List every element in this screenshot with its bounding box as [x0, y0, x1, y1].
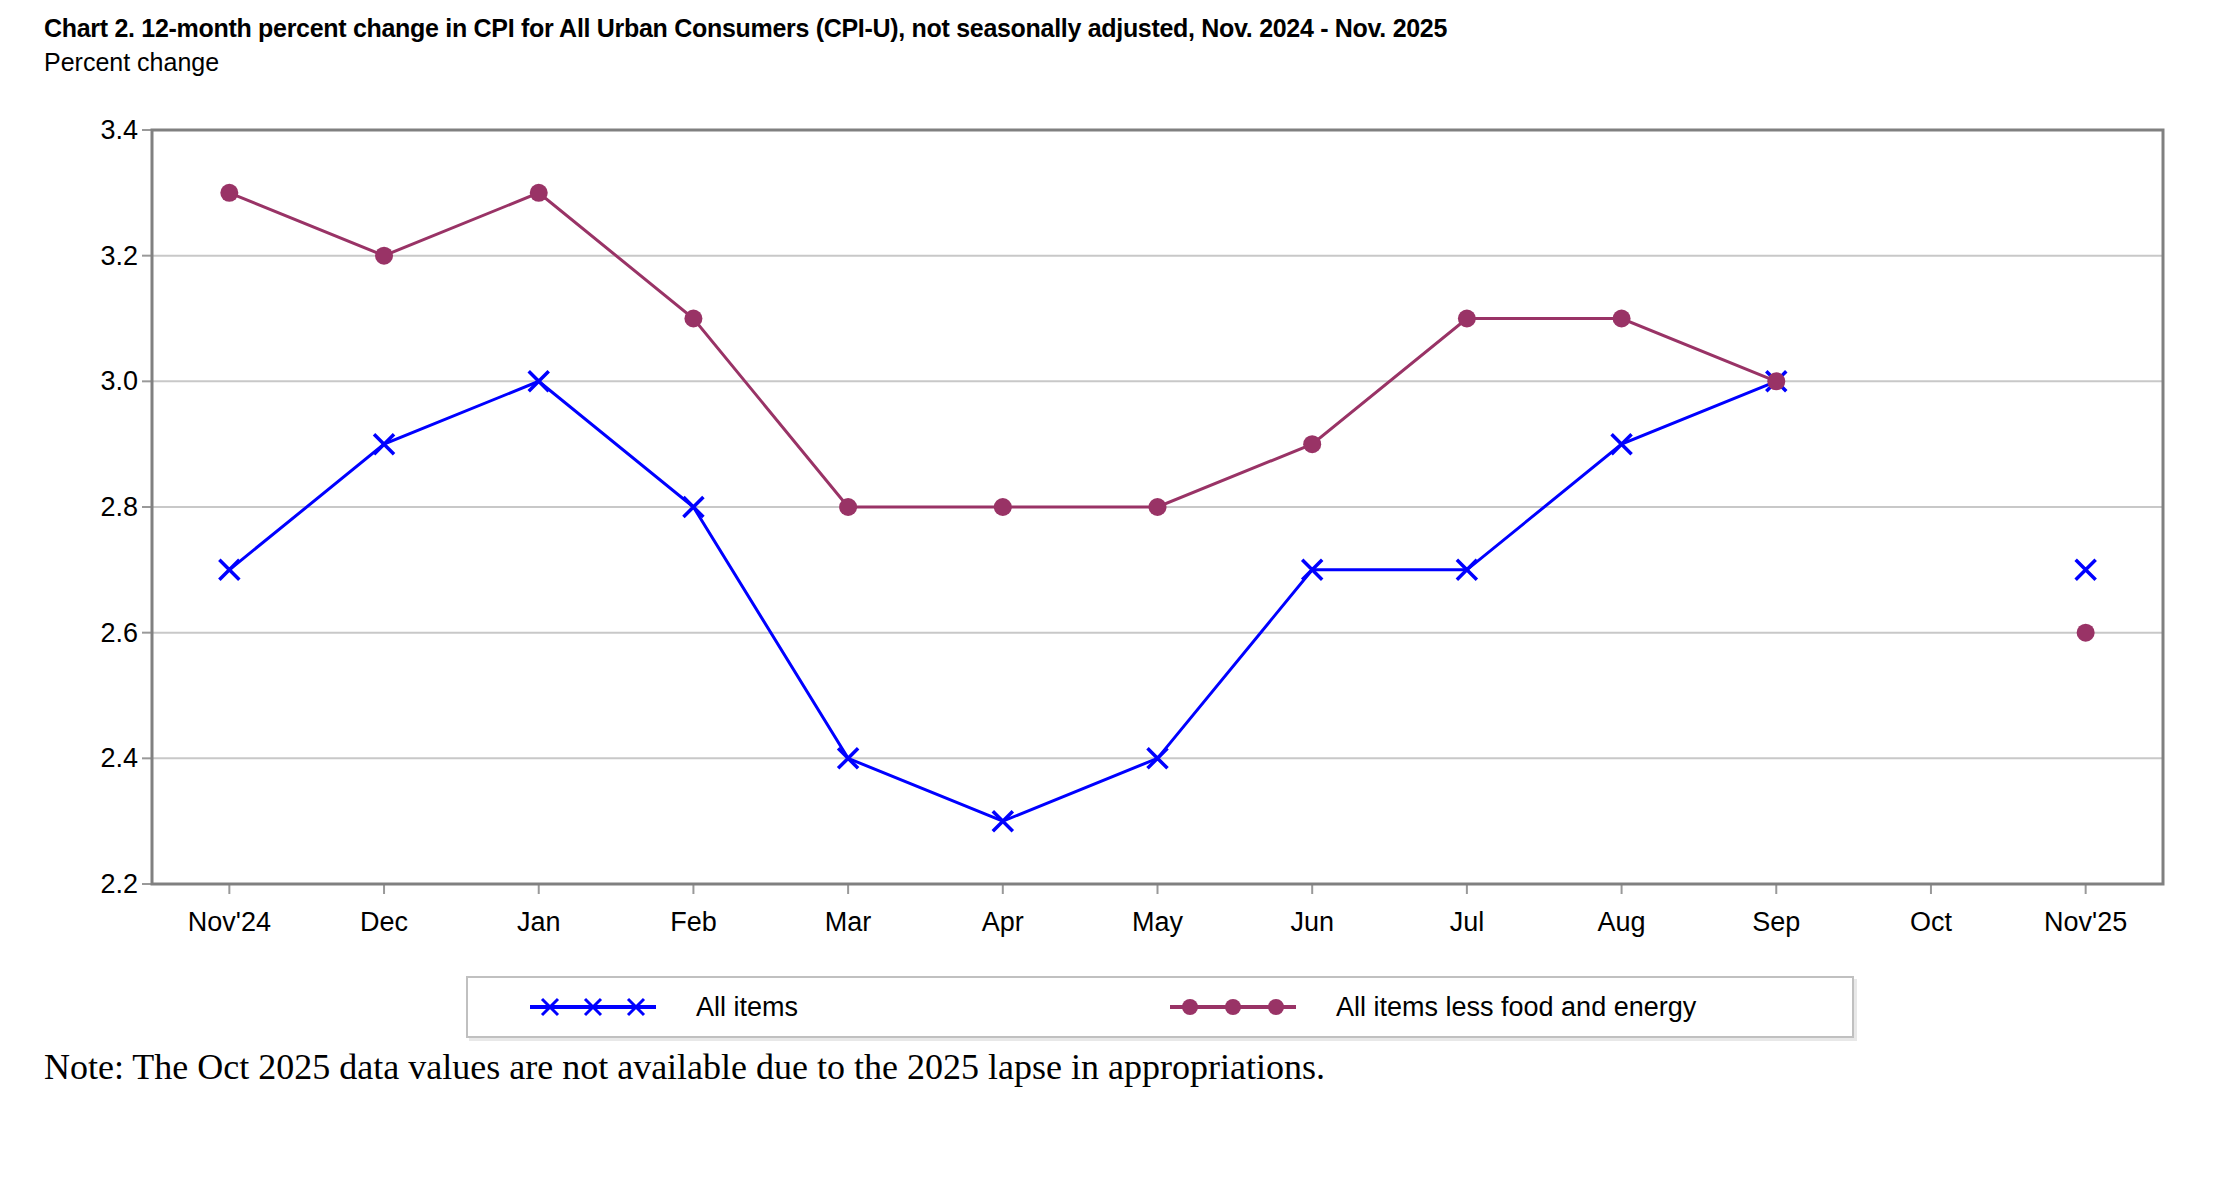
- core-line-marker-icon: [1168, 992, 1298, 1022]
- x-marker: [1612, 434, 1632, 454]
- footnote: Note: The Oct 2025 data values are not a…: [44, 1046, 1325, 1088]
- circle-marker: [684, 310, 702, 328]
- all-items-line-marker-icon: [528, 992, 658, 1022]
- circle-marker: [994, 498, 1012, 516]
- y-tick-label: 3.0: [100, 366, 138, 396]
- x-marker: [374, 434, 394, 454]
- x-tick-label: Oct: [1910, 907, 1953, 937]
- x-tick-label: Sep: [1752, 907, 1800, 937]
- x-tick-label: Feb: [670, 907, 717, 937]
- x-tick-label: Apr: [982, 907, 1024, 937]
- circle-marker: [1149, 498, 1167, 516]
- x-tick-label: May: [1132, 907, 1184, 937]
- circle-marker: [530, 184, 548, 202]
- y-axis: 2.2 2.4 2.6 2.8 3.0 3.2 3.4: [100, 115, 152, 899]
- circle-marker: [375, 247, 393, 265]
- legend-item-core: All items less food and energy: [1168, 992, 1696, 1023]
- y-tick-label: 2.4: [100, 743, 138, 773]
- circle-marker: [1613, 310, 1631, 328]
- x-tick-label: Aug: [1598, 907, 1646, 937]
- series-line: [229, 193, 1776, 507]
- x-tick-label: Nov'24: [188, 907, 271, 937]
- y-tick-label: 2.8: [100, 492, 138, 522]
- x-marker: [219, 560, 239, 580]
- y-tick-label: 3.2: [100, 241, 138, 271]
- y-tick-label: 2.2: [100, 869, 138, 899]
- x-tick-label: Jul: [1450, 907, 1485, 937]
- chart-legend: All items All items less food and energy: [466, 976, 1854, 1038]
- circle-marker: [1458, 310, 1476, 328]
- circle-marker: [839, 498, 857, 516]
- legend-item-all-items: All items: [528, 992, 798, 1023]
- circle-marker: [2077, 624, 2095, 642]
- x-tick-label: Nov'25: [2044, 907, 2127, 937]
- legend-circle-marker: [1225, 999, 1241, 1015]
- circle-marker: [220, 184, 238, 202]
- x-tick-label: Mar: [825, 907, 872, 937]
- legend-label-core: All items less food and energy: [1336, 992, 1696, 1023]
- series-all-items: [219, 371, 2095, 831]
- circle-marker: [1303, 435, 1321, 453]
- y-tick-label: 3.4: [100, 115, 138, 145]
- x-axis: Nov'24 Dec Jan Feb Mar Apr May Jun Jul Aug Sep Oct N…: [188, 884, 2128, 937]
- page: { "chart_data": { "type": "line", "title…: [0, 0, 2225, 1181]
- x-tick-label: Dec: [360, 907, 408, 937]
- x-tick-label: Jan: [517, 907, 561, 937]
- x-tick-label: Jun: [1290, 907, 1334, 937]
- series-all-items-less-food-energy: [220, 184, 2094, 642]
- y-tick-label: 2.6: [100, 618, 138, 648]
- series-line: [229, 381, 1776, 821]
- x-marker: [993, 811, 1013, 831]
- legend-circle-marker: [1268, 999, 1284, 1015]
- legend-label-all-items: All items: [696, 992, 798, 1023]
- cpi-line-chart: 2.2 2.4 2.6 2.8 3.0 3.2 3.4 Nov'24 Dec Jan Feb Mar A…: [0, 0, 2225, 960]
- legend-circle-marker: [1182, 999, 1198, 1015]
- circle-marker: [1767, 372, 1785, 390]
- x-marker: [2076, 560, 2096, 580]
